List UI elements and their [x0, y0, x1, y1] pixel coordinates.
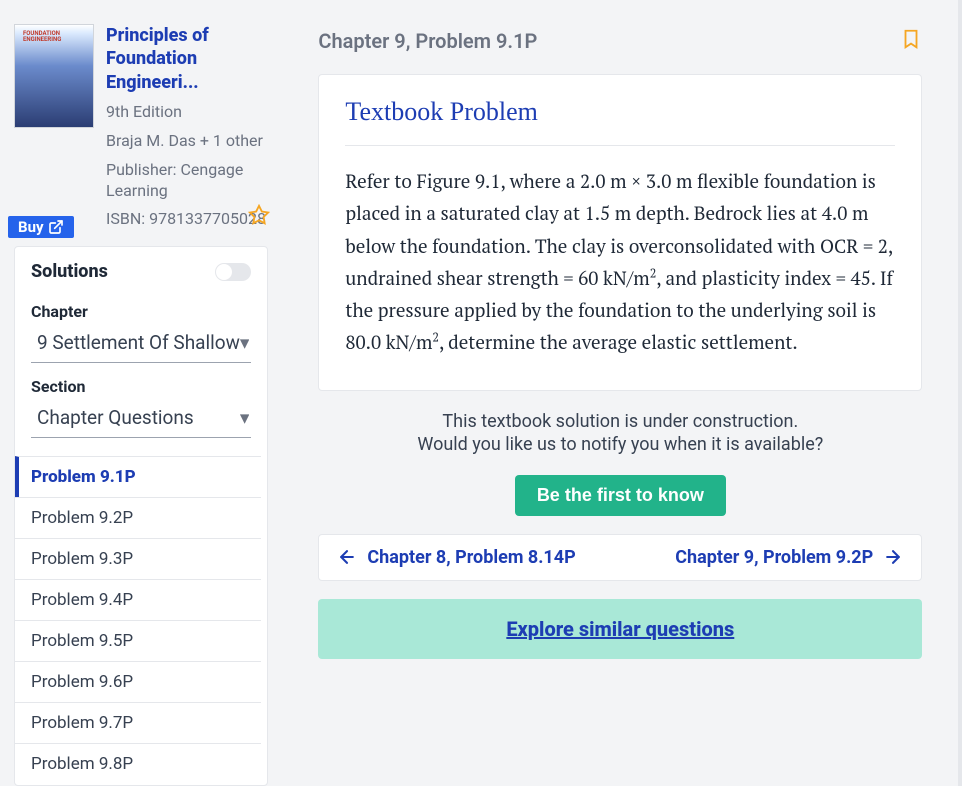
favorite-star-icon[interactable] — [248, 204, 270, 230]
right-gutter — [958, 0, 962, 786]
arrow-right-icon — [883, 547, 903, 567]
breadcrumb-row: Chapter 9, Problem 9.1P — [318, 26, 922, 56]
problem-list-item[interactable]: Problem 9.3P — [15, 538, 261, 579]
book-isbn: ISBN: 9781337705028 — [106, 209, 268, 230]
toggle-knob — [216, 264, 232, 280]
problem-list-item[interactable]: Problem 9.1P — [15, 456, 261, 497]
bookmarked-only-toggle[interactable] — [215, 263, 251, 281]
under-construction-line1: This textbook solution is under construc… — [318, 411, 922, 432]
problem-list-wrap: Problem 9.1PProblem 9.2PProblem 9.3PProb… — [15, 456, 267, 785]
arrow-left-icon — [337, 547, 357, 567]
chevron-down-icon: ▾ — [240, 331, 250, 354]
solutions-title: Solutions — [31, 261, 108, 282]
chapter-select[interactable]: 9 Settlement Of Shallow ▾ — [31, 327, 251, 363]
solutions-card: Solutions Chapter 9 Settlement Of Shallo… — [14, 246, 268, 786]
problem-list-item[interactable]: Problem 9.8P — [15, 743, 261, 784]
buy-button[interactable]: Buy — [8, 216, 74, 238]
problem-heading: Textbook Problem — [345, 97, 895, 127]
section-select-group: Section Chapter Questions ▾ — [31, 377, 251, 438]
book-header: Buy Principles of Foundation Engineeri..… — [14, 24, 268, 230]
solutions-header: Solutions — [15, 247, 267, 292]
section-select[interactable]: Chapter Questions ▾ — [31, 402, 251, 438]
sidebar: Buy Principles of Foundation Engineeri..… — [0, 0, 282, 786]
selectors: Chapter 9 Settlement Of Shallow ▾ Sectio… — [15, 292, 267, 438]
next-problem-link[interactable]: Chapter 9, Problem 9.2P — [675, 547, 903, 568]
under-construction-line2: Would you like us to notify you when it … — [318, 434, 922, 455]
book-authors: Braja M. Das + 1 other — [106, 131, 268, 152]
problem-list-item[interactable]: Problem 9.4P — [15, 579, 261, 620]
section-value: Chapter Questions — [37, 406, 194, 429]
problem-body: Refer to Figure 9.1, where a 2.0 m × 3.0… — [345, 166, 895, 360]
chapter-select-group: Chapter 9 Settlement Of Shallow ▾ — [31, 302, 251, 363]
section-label: Section — [31, 377, 85, 396]
chapter-label: Chapter — [31, 302, 88, 321]
buy-label: Buy — [18, 218, 44, 236]
under-construction-message: This textbook solution is under construc… — [318, 409, 922, 457]
divider — [345, 145, 895, 146]
book-cover-wrap: Buy — [14, 24, 94, 230]
bookmark-problem-button[interactable] — [900, 26, 922, 56]
external-link-icon — [48, 219, 64, 235]
breadcrumb: Chapter 9, Problem 9.1P — [318, 29, 537, 53]
book-cover-image[interactable] — [14, 24, 94, 128]
notify-button[interactable]: Be the first to know — [515, 475, 726, 516]
prev-next-nav: Chapter 8, Problem 8.14P Chapter 9, Prob… — [318, 534, 922, 581]
chevron-down-icon: ▾ — [240, 406, 250, 429]
problem-list-item[interactable]: Problem 9.6P — [15, 661, 261, 702]
problem-card: Textbook Problem Refer to Figure 9.1, wh… — [318, 74, 922, 391]
problem-list[interactable]: Problem 9.1PProblem 9.2PProblem 9.3PProb… — [15, 456, 267, 785]
explore-label: Explore similar questions — [506, 617, 734, 641]
main-content: Chapter 9, Problem 9.1P Textbook Problem… — [282, 0, 958, 786]
problem-list-item[interactable]: Problem 9.2P — [15, 497, 261, 538]
book-publisher: Publisher: Cengage Learning — [106, 160, 268, 202]
problem-list-item[interactable]: Problem 9.5P — [15, 620, 261, 661]
book-edition: 9th Edition — [106, 102, 268, 123]
chapter-value: 9 Settlement Of Shallow — [37, 331, 240, 354]
prev-problem-label: Chapter 8, Problem 8.14P — [367, 547, 575, 568]
problem-list-item[interactable]: Problem 9.7P — [15, 702, 261, 743]
book-title[interactable]: Principles of Foundation Engineeri... — [106, 24, 268, 94]
book-meta: Principles of Foundation Engineeri... 9t… — [106, 24, 268, 230]
next-problem-label: Chapter 9, Problem 9.2P — [675, 547, 873, 568]
prev-problem-link[interactable]: Chapter 8, Problem 8.14P — [337, 547, 575, 568]
explore-similar-banner[interactable]: Explore similar questions — [318, 599, 922, 659]
